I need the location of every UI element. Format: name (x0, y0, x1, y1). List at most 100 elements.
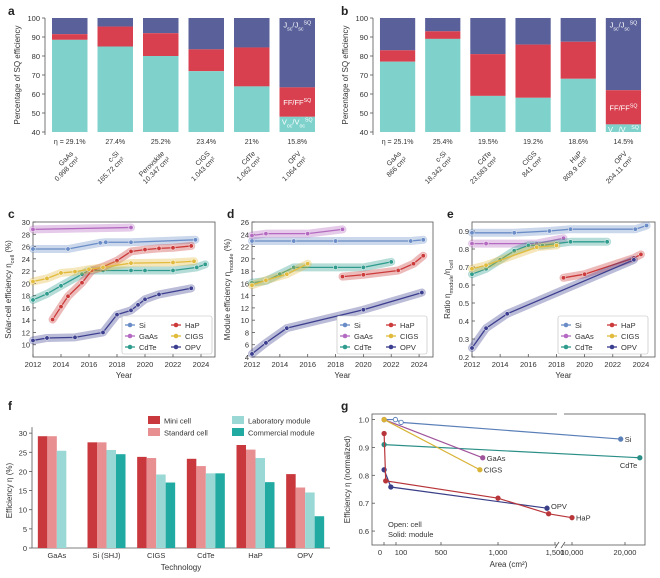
y-tick-label: 1.0 (359, 416, 369, 425)
x-axis-label: Technology (161, 563, 201, 572)
bar-standard-cell (295, 487, 306, 548)
point-si (420, 237, 426, 243)
point-si (192, 237, 198, 243)
point-hap (156, 245, 162, 251)
x-tick-label: 2020 (576, 360, 593, 369)
bar-voc (515, 97, 551, 132)
line-gaas (32, 226, 132, 231)
point-hap (420, 253, 426, 259)
y-tick-label: 14 (22, 316, 30, 325)
x-tick-label: 2020 (355, 360, 372, 369)
point-opv (504, 311, 510, 317)
x-tick-label: 2012 (464, 360, 481, 369)
category-label: CIGS (147, 551, 165, 560)
bar-mini-cell (236, 445, 246, 548)
bar-ff (188, 49, 224, 72)
bar-commercial-module (116, 454, 126, 548)
legend-label-cigs: CIGS (185, 332, 203, 341)
eta-label: η = 29.1% (54, 139, 86, 146)
point-hap (50, 317, 56, 323)
point-hap (395, 268, 401, 273)
bar-ff (52, 34, 88, 40)
y-tick-label: 15 (19, 487, 27, 496)
category-label: CdTe (197, 551, 215, 560)
panel-label-g: g (341, 399, 348, 413)
point-opv (142, 296, 148, 302)
point-cigs (44, 276, 50, 281)
point-opv (135, 302, 141, 308)
point-hap (360, 272, 366, 278)
point-hap (495, 495, 501, 501)
line-gaas (472, 237, 564, 245)
bar-ff (560, 41, 596, 79)
y-tick-label: 0.6 (359, 527, 369, 536)
legend-swatch (148, 428, 160, 436)
category-label: Si (SHJ) (93, 551, 121, 560)
legend-label-opv: OPV (621, 343, 637, 352)
category-label: c-Si165.72 cm² (91, 150, 127, 186)
y-tick-label: 0.5 (459, 299, 469, 308)
panel-b: b 40 50 60 70 80 90 100 Percentage of SQ efficie… (341, 4, 642, 186)
point-si (65, 246, 71, 252)
point-gaas (30, 226, 36, 232)
x-tick-label: 2012 (25, 360, 42, 369)
bar-standard-cell (146, 458, 157, 548)
panel-f: f 0 5 10 15 20 25 30 Efficiency η (%) Technology G… (5, 399, 330, 572)
legend-marker (342, 344, 348, 350)
y-tick-label: 70 (32, 71, 40, 80)
x-tick-label: 2024 (411, 360, 428, 369)
legend-label-cdte: CdTe (139, 343, 157, 352)
bar-standard-cell (196, 466, 206, 548)
point-opv (360, 307, 366, 313)
point-hap (545, 511, 552, 517)
bar-mini-cell (37, 436, 48, 548)
legend-ff: FF/FFSQ (283, 98, 311, 107)
category-label: OPV204.11 cm² (599, 150, 634, 185)
eta-label: 19.2% (523, 139, 543, 146)
line-hap (563, 253, 642, 279)
y-tick-label: 100 (355, 14, 368, 23)
plot-frame (251, 221, 434, 358)
bar-mini-cell (286, 474, 296, 548)
point-cdte (291, 264, 297, 270)
point-si (546, 228, 552, 234)
legend-marker (342, 333, 348, 339)
point-cigs (263, 277, 269, 283)
point-opv (469, 345, 475, 351)
eta-label: 23.4% (196, 139, 216, 146)
bar-jsc (425, 18, 461, 32)
y-tick-label: 0.2 (459, 353, 469, 362)
line-opv (383, 469, 548, 509)
legend-label-cdte: CdTe (575, 343, 593, 352)
legend-marker (127, 322, 133, 328)
y-tick-label: 20 (22, 279, 30, 288)
x-tick-label: 10,000 (561, 548, 584, 557)
point-si (568, 226, 573, 232)
legend-swatch (148, 416, 160, 424)
point-opv (249, 351, 255, 357)
y-tick-label: 24 (241, 230, 249, 239)
legend-label-gaas: GaAs (139, 332, 158, 341)
legend-label-si: Si (139, 321, 146, 330)
point-opv (188, 285, 194, 291)
bar-laboratory-module (156, 474, 166, 548)
point-cdte (525, 242, 531, 248)
x-tick-label: 2018 (327, 360, 344, 369)
bar-mini-cell (87, 442, 97, 548)
x-tick-label: 2018 (109, 360, 126, 369)
point-cdte (469, 271, 475, 277)
x-tick-label: 2016 (299, 360, 316, 369)
x-tick-label: 2018 (548, 360, 565, 369)
point-cigs (305, 261, 311, 267)
line-si (384, 418, 621, 440)
point-gaas (249, 233, 255, 238)
y-axis-label: Module efficiency ηmodule (%) (223, 238, 235, 340)
line-cdte (384, 444, 640, 459)
break-mark (554, 541, 560, 549)
bar-voc (279, 116, 315, 132)
panel-label-d: d (227, 207, 234, 221)
legend-marker (173, 322, 179, 328)
legend-marker (388, 333, 394, 339)
y-tick-label: 0 (23, 544, 27, 553)
